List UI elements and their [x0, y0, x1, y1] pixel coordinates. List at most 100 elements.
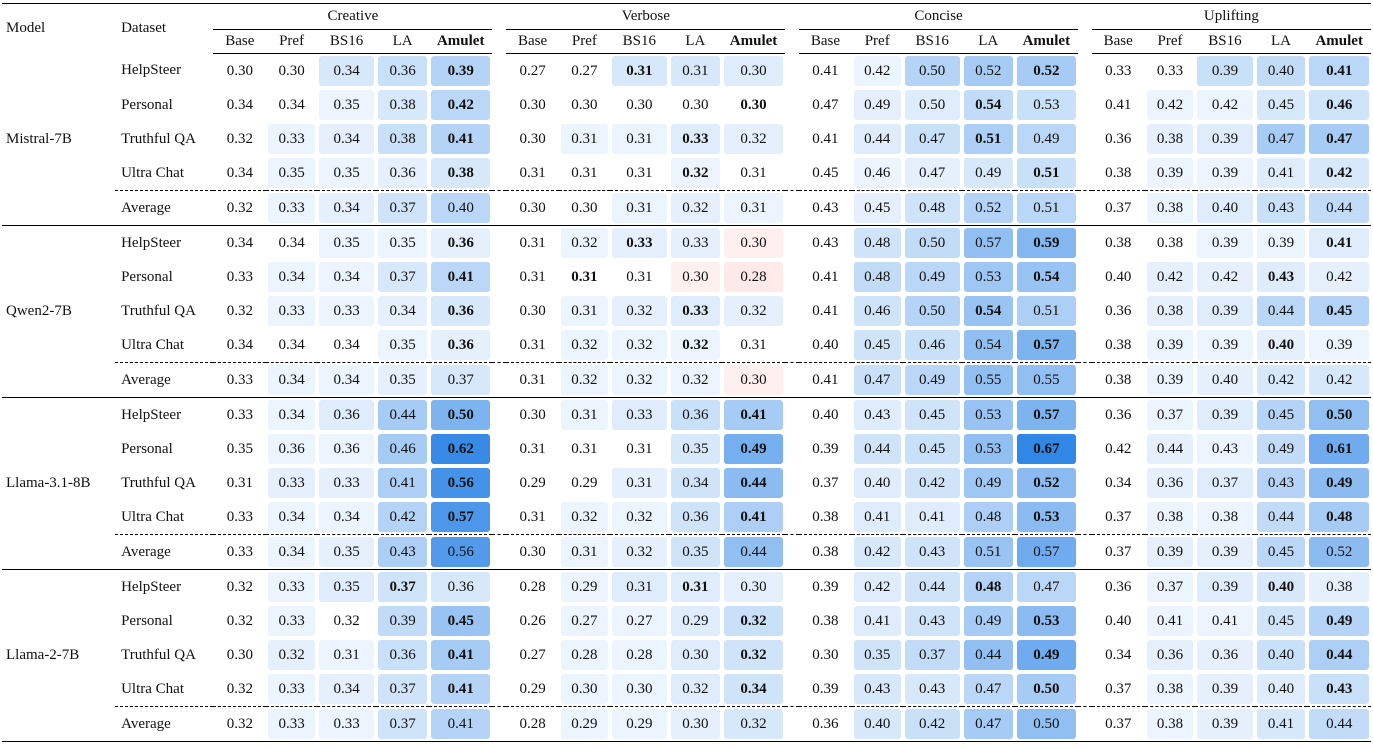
group-gap	[785, 706, 799, 742]
score-value: 0.37	[812, 475, 839, 491]
score-value: 0.42	[1105, 441, 1132, 457]
score-value: 0.38	[1105, 235, 1132, 251]
value-cell-concise-base: 0.43	[799, 226, 852, 261]
score-value: 0.48	[963, 502, 1013, 532]
value-cell-verbose-amulet: 0.31	[721, 190, 786, 226]
score-value: 0.32	[561, 365, 608, 395]
score-value: 0.41	[812, 269, 839, 285]
score-value: 0.51	[1016, 193, 1077, 223]
score-value: 0.38	[1105, 372, 1132, 388]
table-row: Ultra Chat 0.32 0.33 0.34 0.37 0.41 0.29 0.30 0.…	[2, 672, 1371, 707]
value-cell-uplifting-amulet: 0.41	[1307, 54, 1371, 89]
score-value: 0.34	[268, 262, 315, 292]
value-cell-concise-la: 0.49	[962, 466, 1015, 500]
value-cell-verbose-amulet: 0.30	[722, 570, 785, 605]
score-value: 0.46	[378, 434, 427, 464]
value-cell-concise-amulet: 0.53	[1015, 604, 1078, 638]
score-value: 0.35	[318, 228, 375, 258]
score-value: 0.46	[853, 158, 901, 188]
value-cell-concise-la: 0.57	[962, 226, 1015, 261]
score-value: 0.50	[904, 228, 960, 258]
value-cell-verbose-la: 0.32	[668, 190, 722, 226]
value-cell-concise-bs16: 0.50	[903, 88, 962, 122]
score-value: 0.38	[1309, 572, 1369, 602]
model-name: Llama-3.1-8B	[2, 397, 116, 570]
score-value: 0.31	[611, 572, 667, 602]
score-value: 0.33	[226, 544, 253, 560]
average-row: Average 0.33 0.34 0.34 0.35 0.37 0.31 0.32 0.32 0…	[2, 362, 1371, 398]
score-value: 0.52	[963, 56, 1013, 86]
value-cell-verbose-pref: 0.31	[559, 432, 610, 466]
score-value: 0.36	[378, 640, 427, 670]
score-value: 0.43	[378, 537, 427, 567]
value-cell-uplifting-la: 0.42	[1254, 362, 1308, 398]
score-value: 0.31	[571, 269, 598, 285]
value-cell-creative-amulet: 0.45	[429, 604, 492, 638]
score-value: 0.37	[1105, 200, 1132, 216]
score-value: 0.27	[519, 63, 546, 79]
score-value: 0.49	[904, 365, 960, 395]
value-cell-creative-base: 0.32	[213, 570, 266, 605]
score-value: 0.49	[1016, 640, 1077, 670]
score-value: 0.45	[1256, 90, 1306, 120]
score-value: 0.52	[1309, 537, 1369, 567]
score-value: 0.44	[1256, 502, 1306, 532]
value-cell-creative-la: 0.35	[376, 362, 429, 398]
method-header-row: Base Pref BS16 LA Amulet Base Pref BS16 LA Amulet…	[2, 29, 1371, 54]
score-value: 0.50	[904, 90, 960, 120]
value-cell-creative-base: 0.34	[213, 328, 266, 363]
value-cell-creative-amulet: 0.37	[429, 362, 493, 398]
score-value: 0.31	[519, 165, 546, 181]
score-value: 0.31	[561, 124, 608, 154]
score-value: 0.31	[519, 509, 546, 525]
score-value: 0.30	[519, 407, 546, 423]
value-cell-uplifting-base: 0.36	[1092, 122, 1145, 156]
score-value: 0.45	[1256, 606, 1306, 636]
value-cell-concise-bs16: 0.45	[903, 398, 962, 433]
score-value: 0.34	[278, 97, 305, 113]
value-cell-verbose-base: 0.28	[506, 570, 559, 605]
score-value: 0.37	[378, 193, 427, 223]
group-gap	[785, 54, 799, 89]
value-cell-concise-bs16: 0.48	[902, 190, 962, 226]
score-value: 0.41	[1146, 606, 1194, 636]
value-cell-verbose-la: 0.32	[669, 672, 722, 707]
value-cell-verbose-bs16: 0.29	[609, 706, 669, 742]
value-cell-verbose-base: 0.27	[506, 638, 559, 672]
group-gap	[492, 638, 506, 672]
score-value: 0.45	[1256, 537, 1306, 567]
value-cell-uplifting-pref: 0.38	[1145, 294, 1196, 328]
value-cell-uplifting-amulet: 0.50	[1307, 398, 1371, 433]
value-cell-concise-bs16: 0.43	[902, 534, 962, 570]
score-value: 0.41	[431, 640, 491, 670]
score-value: 0.32	[670, 365, 720, 395]
value-cell-concise-pref: 0.40	[852, 466, 903, 500]
dataset-name: Truthful QA	[121, 474, 196, 491]
score-value: 0.44	[1146, 434, 1194, 464]
score-value: 0.37	[378, 709, 427, 739]
value-cell-uplifting-bs16: 0.39	[1195, 570, 1254, 605]
score-value: 0.29	[670, 606, 720, 636]
value-cell-uplifting-bs16: 0.39	[1195, 328, 1254, 363]
value-cell-concise-base: 0.47	[799, 88, 852, 122]
value-cell-concise-pref: 0.49	[852, 88, 903, 122]
value-cell-verbose-amulet: 0.30	[722, 88, 785, 122]
value-cell-uplifting-base: 0.33	[1092, 54, 1145, 89]
score-value: 0.37	[1197, 468, 1253, 498]
score-value: 0.45	[1256, 400, 1306, 430]
score-value: 0.36	[1105, 579, 1132, 595]
value-cell-verbose-base: 0.29	[506, 672, 559, 707]
value-cell-verbose-pref: 0.27	[559, 604, 610, 638]
score-value: 0.31	[740, 337, 767, 353]
value-cell-verbose-base: 0.30	[506, 398, 559, 433]
group-gap	[785, 226, 799, 261]
dataset-name: HelpSteer	[121, 62, 182, 79]
value-cell-uplifting-base: 0.37	[1091, 534, 1145, 570]
score-value: 0.26	[519, 613, 546, 629]
score-value: 0.41	[378, 468, 427, 498]
value-cell-verbose-amulet: 0.49	[722, 432, 785, 466]
group-gap	[492, 604, 506, 638]
group-gap	[1078, 3, 1092, 54]
score-value: 0.32	[226, 303, 253, 319]
score-value: 0.39	[1256, 228, 1306, 258]
